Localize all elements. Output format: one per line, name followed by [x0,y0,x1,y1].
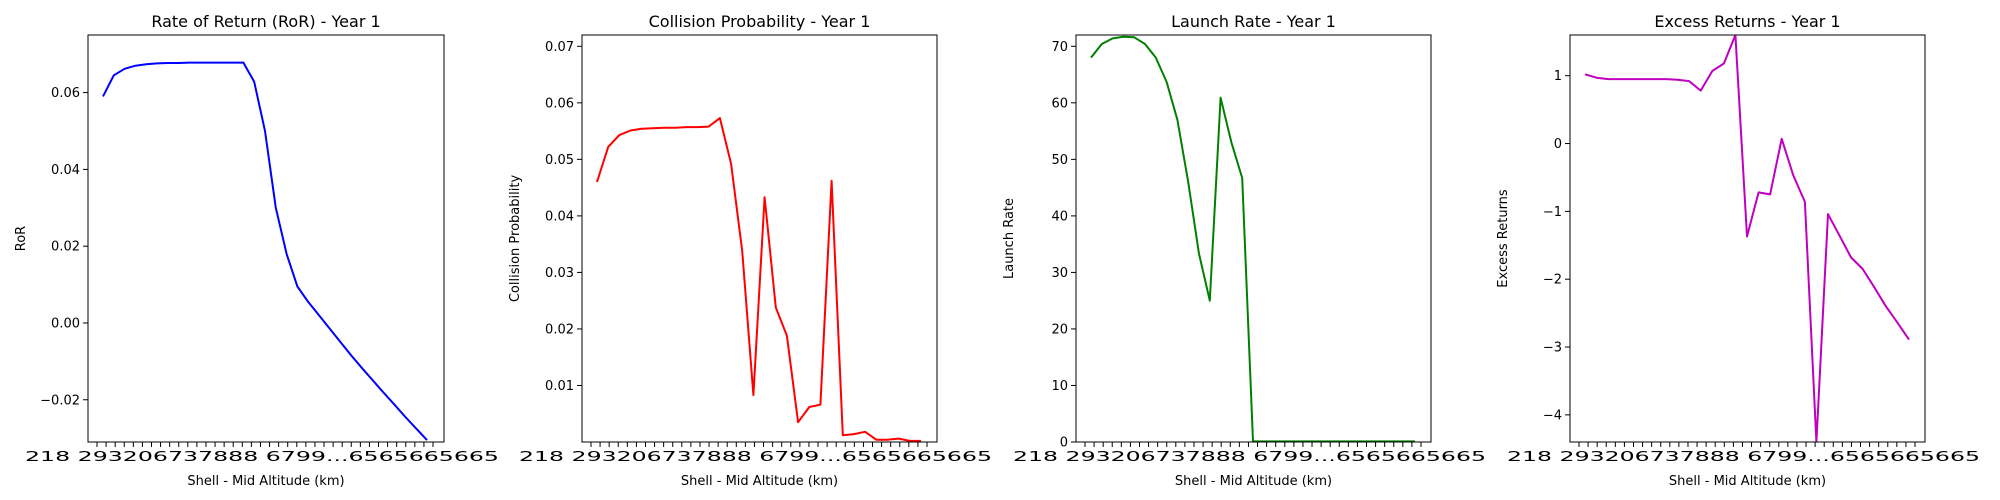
y-tick-label: 0.06 [51,86,80,101]
y-tick-label: 0.06 [545,96,574,111]
series-line [596,117,921,442]
y-tick-label: 0.01 [545,379,574,394]
plot-frame [87,34,445,443]
plot-frame [1569,34,1926,443]
y-tick-label: 0.04 [545,209,574,224]
y-tick-label: 0.07 [545,40,574,55]
x-tick-labels: 218 293206737888 6799...6565665665 [519,450,992,465]
x-axis-label: Shell - Mid Altitude (km) [1669,474,1826,489]
y-tick-label: 50 [1051,153,1068,168]
chart-title: Rate of Return (RoR) - Year 1 [151,12,380,31]
chart-title: Collision Probability - Year 1 [649,12,871,31]
y-tick-label: 0.05 [545,153,574,168]
chart-panel-2: Collision Probability - Year 1 0.01 0.02 0.… [508,12,992,489]
y-axis-label: Launch Rate [1002,198,1017,279]
series-line [1090,35,1415,442]
chart-panel-1: Rate of Return (RoR) - Year 1 −0.02 0.00 0.… [14,12,499,489]
y-tick-label: 0.02 [545,322,574,337]
y-axis-label: Excess Returns [1496,189,1511,288]
y-tick-label: 70 [1051,40,1068,55]
y-tick-label: 0.00 [51,316,80,331]
x-tick-labels: 218 293206737888 6799...6565665665 [1507,450,1980,465]
x-tick-labels: 218 293206737888 6799...6565665665 [25,450,499,465]
y-tick-label: 0.04 [51,163,80,178]
y-tick-label: 1 [1554,69,1562,84]
x-tick-labels: 218 293206737888 6799...6565665665 [1013,450,1486,465]
y-tick-label: 30 [1051,266,1068,281]
y-tick-label: 0 [1554,137,1562,152]
chart-title: Launch Rate - Year 1 [1171,12,1336,31]
y-tick-label: −3 [1543,341,1562,356]
x-axis-label: Shell - Mid Altitude (km) [681,474,838,489]
y-tick-label: 20 [1051,322,1068,337]
y-tick-label: 40 [1051,209,1068,224]
y-tick-label: 0.03 [545,266,574,281]
chart-panel-3: Launch Rate - Year 1 0 10 20 30 40 50 60 70 218 2… [1002,12,1486,489]
y-tick-label: −1 [1543,205,1562,220]
y-tick-label: −2 [1543,273,1562,288]
y-tick-label: −4 [1543,408,1562,423]
x-axis-label: Shell - Mid Altitude (km) [1175,474,1332,489]
y-axis-label: Collision Probability [508,175,523,303]
plot-frame [1075,34,1432,443]
y-tick-label: 10 [1051,379,1068,394]
y-tick-label: 0.02 [51,240,80,255]
plot-frame [581,34,938,443]
chart-panel-4: Excess Returns - Year 1 −4 −3 −2 −1 0 1 218 293… [1496,12,1980,489]
y-tick-label: 60 [1051,96,1068,111]
x-axis-label: Shell - Mid Altitude (km) [187,474,344,489]
y-axis-label: RoR [14,226,29,251]
series-line [102,61,428,441]
series-line [1584,35,1910,442]
chart-title: Excess Returns - Year 1 [1654,12,1840,31]
y-tick-label: 0 [1060,436,1068,451]
y-tick-label: −0.02 [40,393,80,408]
